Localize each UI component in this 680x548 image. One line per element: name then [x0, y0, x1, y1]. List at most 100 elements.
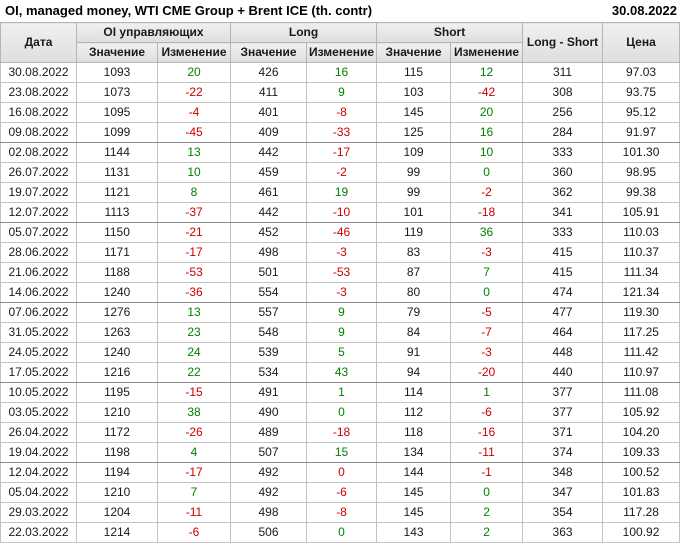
long-change-cell: 0 [306, 522, 378, 543]
short-change-cell: -5 [450, 302, 524, 323]
oi-value-cell: 1171 [76, 242, 158, 263]
oi-value-cell: 1276 [76, 302, 158, 323]
long-value-cell: 501 [230, 262, 308, 283]
header-sub-row: Значение Изменение Значение Изменение Зн… [1, 42, 680, 63]
short-value-cell: 109 [376, 142, 452, 163]
price-cell: 117.28 [602, 502, 680, 523]
oi-value-cell: 1204 [76, 502, 158, 523]
table-row: 05.07.2022 1150 -21 452 -46 119 36 333 110.03 [0, 222, 680, 243]
oi-change-cell: -11 [156, 502, 232, 523]
oi-change-cell: 4 [156, 442, 232, 463]
short-value-cell: 119 [376, 222, 452, 243]
date-cell: 19.07.2022 [0, 182, 77, 203]
long-value-cell: 491 [230, 382, 308, 403]
short-value-cell: 87 [376, 262, 452, 283]
short-value-cell: 101 [376, 202, 452, 223]
oi-change-cell: 23 [156, 322, 232, 343]
oi-value-cell: 1073 [76, 82, 158, 103]
price-cell: 109.33 [602, 442, 680, 463]
long-value-cell: 498 [230, 242, 308, 263]
oi-change-cell: -21 [156, 222, 232, 243]
short-change-cell: -42 [450, 82, 524, 103]
short-value-cell: 145 [376, 102, 452, 123]
table-row: 26.07.2022 1131 10 459 -2 99 0 360 98.95 [0, 162, 680, 183]
long-change-cell: 16 [306, 62, 378, 83]
title-bar: OI, managed money, WTI CME Group + Brent… [0, 0, 680, 22]
long-change-cell: -2 [306, 162, 378, 183]
oi-value-cell: 1099 [76, 122, 158, 143]
oi-change-cell: 24 [156, 342, 232, 363]
short-change-cell: -18 [450, 202, 524, 223]
long-value-cell: 426 [230, 62, 308, 83]
price-cell: 101.30 [602, 142, 680, 163]
long-value-cell: 507 [230, 442, 308, 463]
long-value-cell: 498 [230, 502, 308, 523]
oi-value-cell: 1144 [76, 142, 158, 163]
table-row: 17.05.2022 1216 22 534 43 94 -20 440 110.97 [0, 362, 680, 383]
short-value-cell: 125 [376, 122, 452, 143]
price-cell: 110.37 [602, 242, 680, 263]
price-cell: 119.30 [602, 302, 680, 323]
short-value-cell: 99 [376, 182, 452, 203]
oi-value-cell: 1150 [76, 222, 158, 243]
table-row: 24.05.2022 1240 24 539 5 91 -3 448 111.42 [0, 342, 680, 363]
long-short-cell: 440 [522, 362, 604, 383]
long-value-cell: 409 [230, 122, 308, 143]
long-change-cell: -33 [306, 122, 378, 143]
long-change-cell: -8 [306, 102, 378, 123]
long-value-cell: 534 [230, 362, 308, 383]
price-cell: 101.83 [602, 482, 680, 503]
date-cell: 16.08.2022 [0, 102, 77, 123]
short-change-cell: -6 [450, 402, 524, 423]
oi-value-cell: 1240 [76, 342, 158, 363]
long-short-cell: 348 [522, 462, 604, 483]
short-change-cell: 0 [450, 162, 524, 183]
oi-value-cell: 1095 [76, 102, 158, 123]
long-short-cell: 464 [522, 322, 604, 343]
oi-value-cell: 1210 [76, 402, 158, 423]
oi-change-cell: 38 [156, 402, 232, 423]
oi-value-cell: 1172 [76, 422, 158, 443]
price-cell: 104.20 [602, 422, 680, 443]
table-row: 28.06.2022 1171 -17 498 -3 83 -3 415 110.37 [0, 242, 680, 263]
oi-value-cell: 1240 [76, 282, 158, 303]
long-value-cell: 492 [230, 462, 308, 483]
short-change-cell: -20 [450, 362, 524, 383]
long-change-cell: 1 [306, 382, 378, 403]
long-value-cell: 401 [230, 102, 308, 123]
long-change-cell: 9 [306, 322, 378, 343]
table-row: 05.04.2022 1210 7 492 -6 145 0 347 101.83 [0, 482, 680, 503]
date-cell: 21.06.2022 [0, 262, 77, 283]
short-change-cell: -16 [450, 422, 524, 443]
long-short-cell: 308 [522, 82, 604, 103]
short-change-cell: 20 [450, 102, 524, 123]
short-value-cell: 103 [376, 82, 452, 103]
short-change-cell: 2 [450, 522, 524, 543]
date-cell: 26.04.2022 [0, 422, 77, 443]
price-cell: 95.12 [602, 102, 680, 123]
price-cell: 117.25 [602, 322, 680, 343]
col-subheader-long-value: Значение [230, 42, 308, 63]
date-cell: 03.05.2022 [0, 402, 77, 423]
table-row: 21.06.2022 1188 -53 501 -53 87 7 415 111.34 [0, 262, 680, 283]
col-subheader-long-change: Изменение [306, 42, 378, 63]
long-value-cell: 411 [230, 82, 308, 103]
long-value-cell: 461 [230, 182, 308, 203]
date-cell: 02.08.2022 [0, 142, 77, 163]
short-change-cell: 0 [450, 482, 524, 503]
long-short-cell: 415 [522, 242, 604, 263]
short-value-cell: 83 [376, 242, 452, 263]
long-change-cell: 0 [306, 402, 378, 423]
col-header-long-short: Long - Short [522, 22, 604, 63]
date-cell: 17.05.2022 [0, 362, 77, 383]
short-value-cell: 143 [376, 522, 452, 543]
oi-change-cell: -53 [156, 262, 232, 283]
date-cell: 24.05.2022 [0, 342, 77, 363]
col-group-long: Long [230, 22, 378, 43]
oi-change-cell: 13 [156, 142, 232, 163]
oi-change-cell: -6 [156, 522, 232, 543]
short-change-cell: 12 [450, 62, 524, 83]
oi-value-cell: 1198 [76, 442, 158, 463]
table-row: 12.07.2022 1113 -37 442 -10 101 -18 341 105.91 [0, 202, 680, 223]
table-row: 29.03.2022 1204 -11 498 -8 145 2 354 117.28 [0, 502, 680, 523]
